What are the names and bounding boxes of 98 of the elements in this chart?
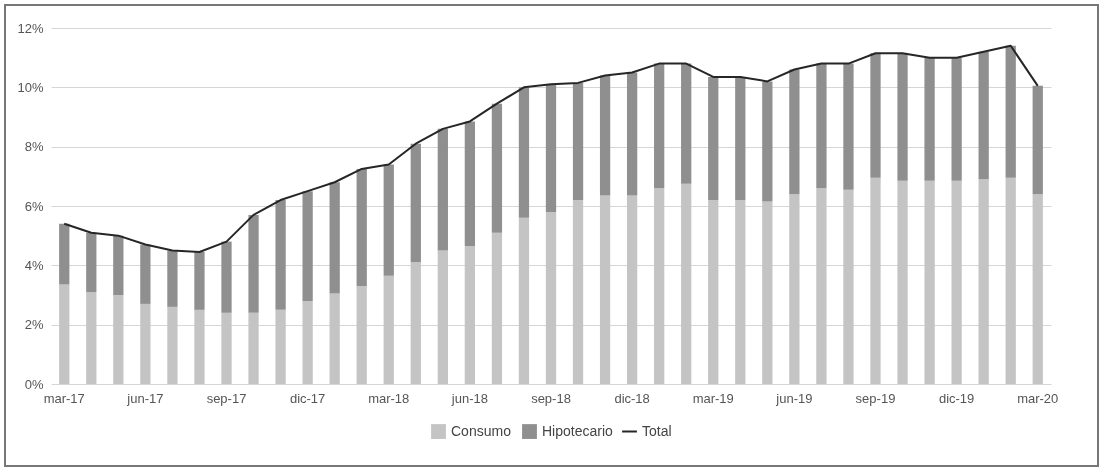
bar — [924, 57, 935, 181]
bar — [681, 63, 692, 184]
bar — [816, 63, 827, 189]
y-tick-label: 2% — [24, 317, 44, 333]
bar — [221, 312, 232, 384]
bar — [464, 246, 476, 384]
bar — [870, 177, 881, 384]
x-tick-label: mar-18 — [368, 390, 410, 406]
y-tick-label: 10% — [17, 79, 44, 95]
bar — [681, 183, 692, 384]
legend-label: Consumo — [451, 422, 512, 439]
bar — [626, 195, 638, 384]
bar — [572, 200, 584, 384]
bar — [654, 63, 665, 189]
bar — [167, 306, 178, 384]
bar — [491, 103, 503, 233]
x-tick-label: jun-19 — [775, 390, 813, 406]
bar — [140, 303, 151, 384]
bar — [978, 51, 989, 180]
bar — [410, 262, 421, 384]
bar — [924, 180, 935, 384]
bar — [221, 241, 232, 313]
bar — [140, 244, 151, 304]
bar — [572, 82, 584, 201]
bar — [1032, 194, 1043, 384]
bar — [897, 180, 908, 384]
bar — [329, 182, 340, 294]
x-tick-label: mar-17 — [43, 390, 85, 406]
y-tick-label: 0% — [24, 376, 44, 392]
bar — [708, 76, 719, 201]
bar — [356, 286, 367, 384]
bar — [1005, 45, 1016, 178]
legend-label: Hipotecario — [542, 422, 614, 439]
bar — [626, 72, 638, 196]
bar — [1032, 85, 1043, 195]
bar — [735, 200, 746, 384]
y-tick-label: 8% — [24, 139, 44, 155]
bar — [735, 76, 746, 201]
bar — [86, 232, 97, 293]
bar — [789, 69, 800, 195]
bar — [86, 292, 97, 384]
bar — [302, 191, 313, 301]
bar — [545, 84, 557, 212]
x-tick-label: jun-18 — [450, 390, 488, 406]
bar — [167, 250, 178, 307]
bar — [248, 312, 259, 384]
bar — [951, 180, 962, 384]
bar — [194, 251, 205, 310]
bar — [870, 53, 881, 178]
x-tick-label: dic-17 — [289, 390, 326, 406]
bar — [599, 195, 611, 384]
bar — [59, 284, 70, 384]
y-tick-label: 4% — [24, 257, 44, 273]
bar — [194, 309, 205, 384]
x-tick-label: dic-18 — [614, 390, 650, 406]
bar — [762, 201, 773, 384]
x-tick-label: dic-19 — [938, 390, 975, 406]
y-tick-label: 6% — [24, 198, 44, 214]
x-tick-label: sep-19 — [855, 390, 896, 406]
line-series — [63, 44, 1039, 253]
bar — [1005, 177, 1016, 384]
bar — [545, 211, 557, 384]
bar — [248, 214, 259, 313]
legend-label: Total — [642, 422, 672, 439]
bar — [437, 128, 448, 251]
bar — [708, 200, 719, 384]
bar — [383, 275, 394, 384]
bar — [654, 188, 665, 384]
bar — [843, 189, 854, 384]
bar — [275, 309, 286, 384]
x-tick-label: mar-19 — [692, 390, 734, 406]
bar — [518, 217, 530, 384]
bar — [789, 194, 800, 384]
bar — [410, 143, 421, 263]
bar — [383, 164, 394, 276]
bar — [302, 300, 313, 384]
bar — [491, 232, 503, 384]
bar — [59, 223, 70, 285]
y-tick-label: 12% — [17, 20, 44, 36]
bar — [951, 57, 962, 181]
x-tick-label: mar-20 — [1017, 390, 1059, 406]
bar — [599, 75, 611, 196]
bar — [113, 235, 124, 295]
bar — [329, 293, 340, 384]
x-tick-label: jun-17 — [126, 390, 164, 406]
bar — [113, 295, 124, 384]
x-tick-label: sep-17 — [206, 390, 247, 406]
bar — [762, 81, 773, 202]
bar — [978, 179, 989, 384]
bar — [464, 121, 476, 247]
bar — [275, 200, 286, 310]
x-tick-label: sep-18 — [531, 390, 571, 406]
bar — [897, 53, 908, 181]
bar — [816, 188, 827, 384]
bar — [356, 168, 367, 287]
bar — [518, 87, 530, 218]
bar — [843, 63, 854, 190]
bar — [437, 250, 448, 384]
